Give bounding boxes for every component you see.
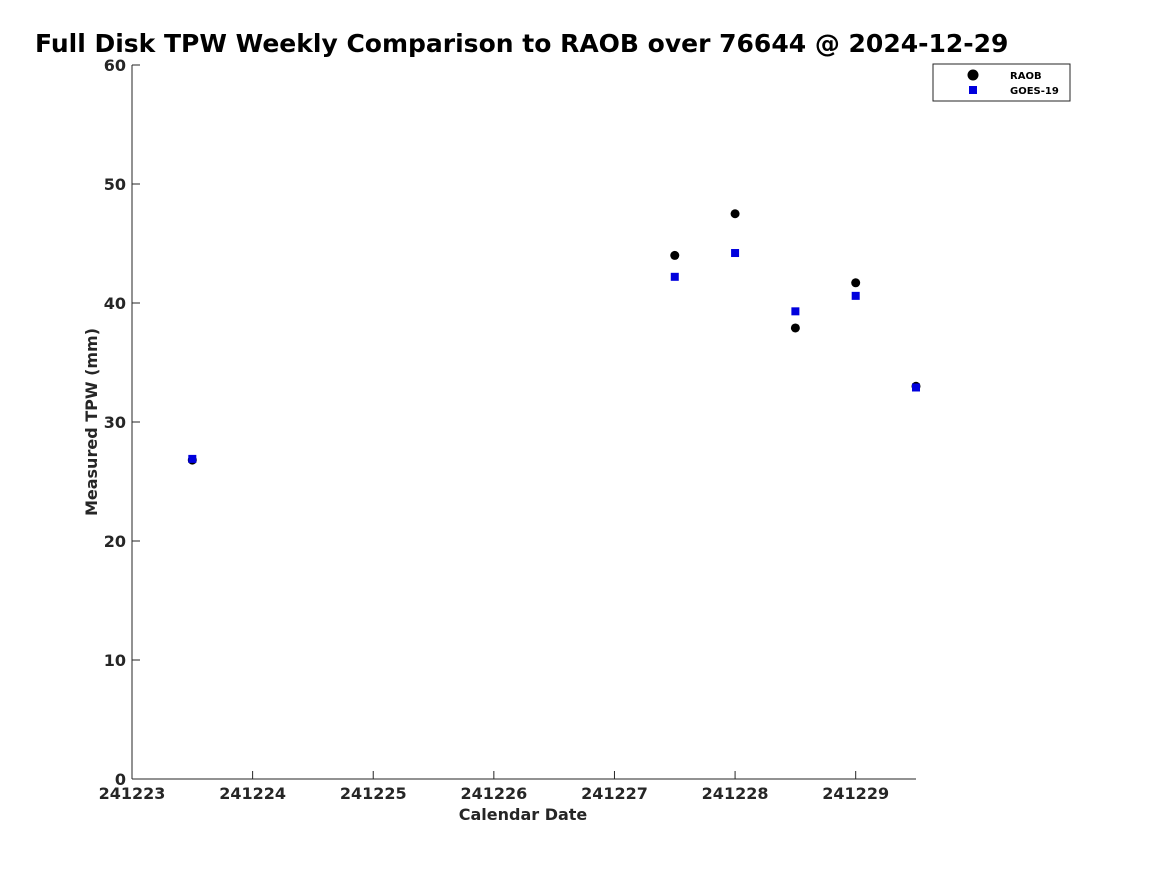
- goes-19-point: [851, 291, 860, 300]
- x-tick-label: 241224: [219, 784, 286, 803]
- y-axis-label: Measured TPW (mm): [82, 328, 101, 516]
- goes-19-point: [731, 249, 740, 258]
- raob-point: [790, 323, 800, 333]
- x-axis-ticks: 241223 241224 241225 241226 241227 241228 2412…: [99, 771, 889, 803]
- y-axis-ticks: 0 10 20 30 40 50 60: [104, 56, 140, 789]
- axes: [131, 65, 916, 780]
- raob-point: [851, 278, 861, 288]
- x-tick-label: 241226: [460, 784, 527, 803]
- goes-19-point: [791, 307, 800, 316]
- x-axis-label: Calendar Date: [459, 805, 588, 824]
- goes-19-point: [188, 454, 197, 463]
- legend-marker-raob: [967, 69, 979, 81]
- legend-label: RAOB: [1010, 71, 1042, 82]
- x-tick-label: 241225: [340, 784, 407, 803]
- y-tick-label: 30: [104, 413, 126, 432]
- x-tick-label: 241228: [702, 784, 769, 803]
- chart-title: Full Disk TPW Weekly Comparison to RAOB …: [35, 29, 1008, 58]
- legend: RAOB GOES-19: [932, 63, 1071, 102]
- x-tick-label: 241229: [822, 784, 889, 803]
- y-tick-label: 60: [104, 56, 126, 75]
- raob-point: [730, 209, 740, 219]
- series-raob: [187, 209, 921, 465]
- x-tick-label: 241223: [99, 784, 166, 803]
- x-tick-label: 241227: [581, 784, 648, 803]
- y-tick-label: 20: [104, 532, 126, 551]
- legend-box: [932, 63, 1071, 102]
- legend-marker-goes-19: [969, 86, 977, 94]
- raob-point: [670, 250, 680, 260]
- goes-19-point: [670, 272, 679, 281]
- legend-label: GOES-19: [1010, 86, 1059, 97]
- data-points: [187, 209, 921, 465]
- y-tick-label: 40: [104, 294, 126, 313]
- y-tick-label: 50: [104, 175, 126, 194]
- y-tick-label: 0: [115, 770, 126, 789]
- series-goes-19: [188, 249, 920, 463]
- goes-19-point: [912, 383, 920, 392]
- y-tick-label: 10: [104, 651, 126, 670]
